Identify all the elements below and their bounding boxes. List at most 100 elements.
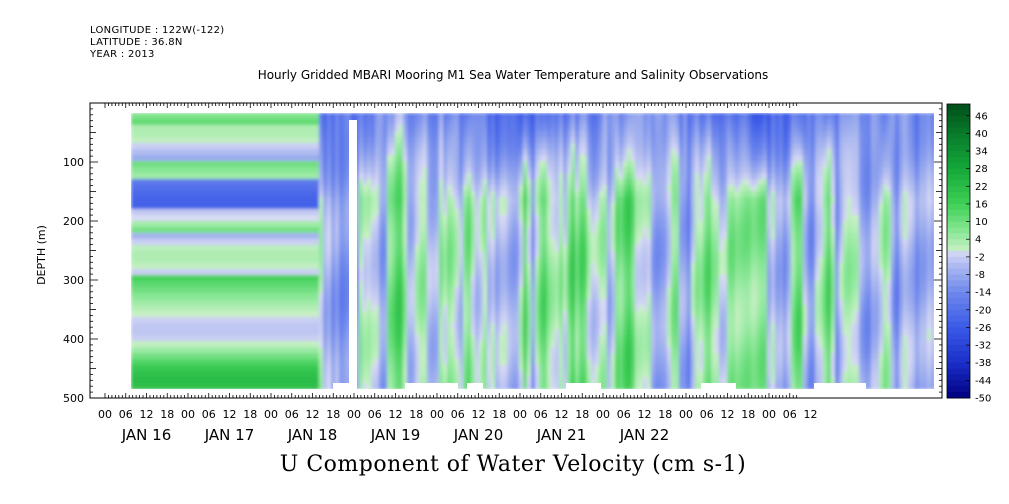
x-hour-tick-label: 12: [223, 408, 237, 421]
colorbar-swatch: [947, 156, 970, 164]
data-gaps: [333, 120, 866, 392]
colorbar-swatch: [947, 151, 970, 158]
x-hour-tick-label: 06: [285, 408, 299, 421]
colorbar-swatch: [947, 221, 970, 228]
colorbar-swatch: [947, 115, 970, 123]
colorbar-swatch: [947, 280, 970, 287]
colorbar-swatch: [947, 380, 970, 387]
x-hour-tick-label: 06: [534, 408, 548, 421]
colorbar-swatch: [947, 215, 970, 223]
colorbar-swatch: [947, 386, 970, 393]
x-hour-tick-label: 18: [575, 408, 589, 421]
colorbar-label: 34: [975, 147, 988, 158]
colorbar-swatch: [947, 174, 970, 181]
gap-bottom: [814, 383, 866, 391]
x-hour-tick-label: 06: [700, 408, 714, 421]
chart-title: Hourly Gridded MBARI Mooring M1 Sea Wate…: [257, 68, 769, 82]
colorbar-swatch: [947, 198, 970, 205]
x-hour-tick-label: 12: [721, 408, 735, 421]
colorbar-label: 10: [975, 217, 988, 228]
colorbar-swatch: [947, 303, 970, 311]
x-hour-tick-label: 06: [617, 408, 631, 421]
x-hour-tick-label: 12: [804, 408, 818, 421]
x-hour-tick-label: 18: [409, 408, 423, 421]
colorbar-swatch: [947, 333, 970, 340]
x-hour-tick-label: 12: [555, 408, 569, 421]
colorbar-label: -50: [975, 394, 991, 405]
x-hour-tick-label: 18: [741, 408, 755, 421]
x-hour-tick-label: 12: [140, 408, 154, 421]
colorbar-swatch: [947, 192, 970, 199]
x-hour-tick-label: 00: [98, 408, 112, 421]
x-hour-tick-label: 12: [389, 408, 403, 421]
gap-bottom: [467, 383, 483, 391]
x-day-label: JAN 19: [370, 426, 421, 444]
x-day-label: JAN 18: [287, 426, 338, 444]
x-hour-tick-label: 00: [264, 408, 278, 421]
x-hour-tick-label: 00: [430, 408, 444, 421]
x-hour-tick-label: 00: [679, 408, 693, 421]
colorbar: 46 40 34 28 22 16 10 4 -2 -8 -14 -20 -26 -32 -38 -44 -50: [946, 103, 991, 405]
year-label: YEAR : 2013: [90, 49, 155, 60]
x-day-label: JAN 16: [121, 426, 172, 444]
gap-column: [349, 120, 357, 392]
colorbar-swatch: [947, 251, 970, 258]
colorbar-label: 40: [975, 129, 988, 140]
x-hour-tick-label: 12: [306, 408, 320, 421]
gap-bottom: [333, 383, 350, 391]
colorbar-swatch: [947, 268, 970, 276]
colorbar-swatch: [947, 180, 970, 187]
colorbar-swatch: [947, 362, 970, 370]
colorbar-swatch: [947, 109, 970, 117]
colorbar-swatch: [947, 186, 970, 193]
colorbar-label: 16: [975, 199, 988, 210]
colorbar-swatch: [947, 139, 970, 146]
y-tick-label: 100: [63, 156, 84, 169]
x-day-label: JAN 22: [619, 426, 670, 444]
axes: 00 06 12 18 00 06 12 18 00 06 12 18 00 06 12 18 00 06 12 18…: [63, 102, 942, 444]
x-hour-tick-label: 12: [638, 408, 652, 421]
colorbar-label: -2: [975, 252, 985, 263]
longitude-label: LONGITUDE : 122W(-122): [90, 25, 225, 36]
colorbar-swatch: [947, 274, 970, 281]
x-hour-tick-label: 18: [326, 408, 340, 421]
gap-bottom: [566, 383, 601, 391]
x-hour-tick-label: 06: [451, 408, 465, 421]
x-hour-tick-label: 18: [658, 408, 672, 421]
colorbar-swatch: [947, 239, 970, 246]
colorbar-label: -38: [975, 358, 991, 369]
colorbar-swatch: [947, 121, 970, 129]
colorbar-swatch: [947, 286, 970, 293]
x-hour-tick-label: 18: [243, 408, 257, 421]
colorbar-label: -44: [975, 376, 991, 387]
y-tick-label: 300: [63, 274, 84, 287]
y-axis-label: DEPTH (m): [35, 225, 48, 285]
colorbar-label: -26: [975, 323, 991, 334]
colorbar-swatch: [947, 315, 970, 323]
x-axis-label: U Component of Water Velocity (cm s-1): [279, 452, 747, 477]
colorbar-swatch: [947, 345, 970, 352]
colorbar-swatch: [947, 262, 970, 270]
colorbar-swatch: [947, 162, 970, 170]
x-hour-tick-label: 00: [513, 408, 527, 421]
colorbar-swatch: [947, 292, 970, 299]
colorbar-swatch: [947, 298, 970, 305]
latitude-label: LATITUDE : 36.8N: [90, 37, 183, 48]
colorbar-swatch: [947, 374, 970, 381]
x-day-label: JAN 17: [204, 426, 255, 444]
colorbar-swatch: [947, 350, 970, 358]
colorbar-swatch: [947, 227, 970, 234]
x-hour-tick-label: 06: [783, 408, 797, 421]
colorbar-swatch: [947, 145, 970, 152]
colorbar-swatch: [947, 321, 970, 328]
colorbar-swatch: [947, 309, 970, 317]
colorbar-swatch: [947, 203, 970, 211]
x-hour-tick-label: 12: [472, 408, 486, 421]
y-tick-label: 400: [63, 333, 84, 346]
x-hour-tick-label: 00: [596, 408, 610, 421]
colorbar-swatch: [947, 127, 970, 134]
x-hour-tick-label: 00: [347, 408, 361, 421]
y-tick-label: 200: [63, 215, 84, 228]
velocity-field: [131, 113, 934, 389]
